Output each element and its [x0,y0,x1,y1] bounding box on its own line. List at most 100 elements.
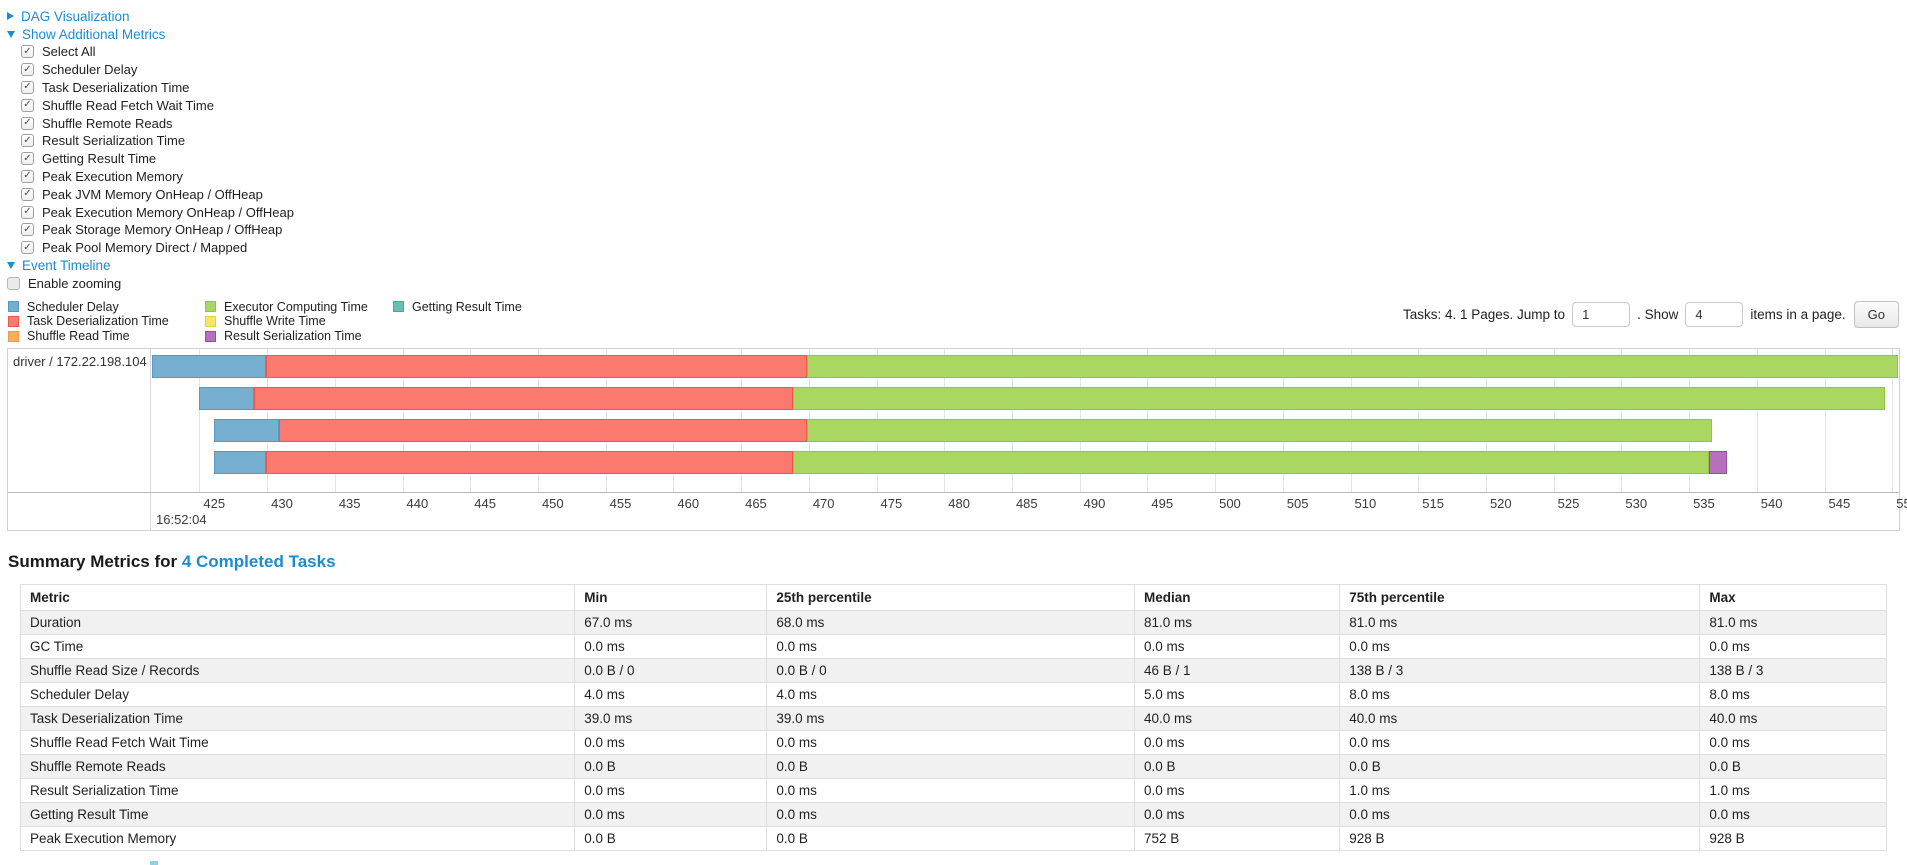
metric-checkbox[interactable]: ✓ [21,45,34,59]
metric-value-cell: 0.0 ms [574,778,768,804]
metric-checkbox-row: ✓ Getting Result Time [21,150,1907,168]
table-header-cell: Max [1699,584,1887,612]
legend-label: Executor Computing Time [224,299,368,314]
task-bar-executor-computing[interactable] [792,451,1710,475]
task-bar-result-serialization[interactable] [1709,451,1727,475]
metric-value-cell: 0.0 ms [1699,802,1887,828]
completed-tasks-link[interactable]: 4 Completed Tasks [181,552,336,572]
metric-checkbox-label: Peak Storage Memory OnHeap / OffHeap [42,222,283,238]
metric-value-cell: 0.0 ms [574,730,768,756]
timeline-tick-label: 445 [474,496,496,512]
timeline-tick-label: 505 [1286,496,1309,512]
metric-checkbox-row: ✓ Peak Pool Memory Direct / Mapped [21,239,1907,257]
shuffle-read-swatch-icon [8,330,19,342]
timeline-tick-label: 525 [1557,496,1580,512]
items-per-page-input[interactable] [1685,301,1744,327]
metric-checkbox[interactable]: ✓ [21,80,34,94]
legend-item: Scheduler Delay [8,300,205,315]
metric-checkbox[interactable]: ✓ [21,152,34,166]
task-bar-scheduler-delay[interactable] [214,419,280,443]
metric-value-cell: 40.0 ms [1133,706,1341,732]
legend-item: Getting Result Time [393,300,522,315]
metric-checkbox-label: Peak Execution Memory [42,168,183,184]
metric-value-cell: 40.0 ms [1339,706,1701,732]
metric-value-cell: 1.0 ms [1339,778,1701,804]
timeline-legend-bar: Scheduler Delay Task Deserialization Time… [8,300,1899,344]
task-bar-task-deserialization[interactable] [253,387,793,411]
timeline-tick-label: 495 [1151,496,1174,512]
metric-checkbox-row: ✓ Result Serialization Time [21,132,1907,150]
metric-value-cell: 0.0 ms [1133,778,1341,804]
metric-name-cell: Shuffle Remote Reads [19,754,576,780]
timeline-tick-label: 470 [812,496,835,512]
metric-value-cell: 0.0 ms [1699,730,1887,756]
timeline-tick-label: 435 [338,496,361,512]
table-row: Duration 67.0 ms 68.0 ms 81.0 ms 81.0 ms 81.0… [19,610,1887,636]
metric-checkbox[interactable]: ✓ [21,241,34,255]
event-timeline-chart[interactable]: 425 430 435 440 445 450 455 460 465 470 475 480 485 4… [7,348,1907,532]
metric-name-cell: Shuffle Read Size / Records [19,658,576,684]
metric-name-cell: Scheduler Delay [19,682,576,708]
task-bar-scheduler-delay[interactable] [152,355,266,379]
go-button[interactable]: Go [1853,300,1899,328]
task-deserialization-swatch-icon [8,315,19,327]
metric-checkbox-row: ✓ Peak Execution Memory [21,168,1907,186]
task-bar-executor-computing[interactable] [807,355,1898,379]
task-bar-task-deserialization[interactable] [265,451,793,475]
timeline-tick-label: 510 [1354,496,1377,512]
table-header-cell: 75th percentile [1339,584,1701,612]
timeline-tick-label: 490 [1083,496,1106,512]
metric-checkbox-row: ✓ Shuffle Remote Reads [21,114,1907,132]
metric-checkbox[interactable]: ✓ [21,116,34,130]
metric-value-cell: 68.0 ms [766,610,1135,636]
table-row: Scheduler Delay 4.0 ms 4.0 ms 5.0 ms 8.0 ms 8… [19,682,1887,708]
metric-value-cell: 4.0 ms [574,682,768,708]
metric-value-cell: 0.0 B [1699,754,1887,780]
dag-visualization-toggle[interactable]: DAG Visualization [7,7,1907,25]
event-timeline-toggle[interactable]: Event Timeline [7,257,1907,275]
enable-zooming-checkbox[interactable] [7,277,20,291]
metric-checkbox[interactable]: ✓ [21,223,34,237]
jump-to-page-input[interactable] [1572,301,1631,327]
metric-checkbox-label: Peak JVM Memory OnHeap / OffHeap [42,186,263,202]
metric-checkbox[interactable]: ✓ [21,134,34,148]
metric-value-cell: 67.0 ms [574,610,768,636]
metric-checkbox-label: Result Serialization Time [42,133,186,149]
metric-value-cell: 4.0 ms [766,682,1135,708]
legend-label: Result Serialization Time [224,329,362,344]
metric-checkbox[interactable]: ✓ [21,205,34,219]
show-additional-metrics-toggle[interactable]: Show Additional Metrics [7,25,1907,43]
result-serialization-swatch-icon [205,330,216,342]
enable-zooming-label: Enable zooming [28,276,122,292]
task-bar-scheduler-delay[interactable] [214,451,266,475]
dag-visualization-label: DAG Visualization [21,8,130,24]
metric-checkbox[interactable]: ✓ [21,187,34,201]
timeline-tick-label: 430 [271,496,293,512]
metric-value-cell: 0.0 ms [1133,802,1341,828]
metric-value-cell: 0.0 ms [766,778,1135,804]
stage-page-controls: DAG Visualization Show Additional Metric… [0,0,1907,293]
metric-value-cell: 81.0 ms [1699,610,1887,636]
task-bar-task-deserialization[interactable] [265,355,808,379]
metric-checkbox-label: Peak Execution Memory OnHeap / OffHeap [42,204,294,220]
metric-checkbox-label: Select All [42,44,96,60]
table-header-cell: Min [574,584,768,612]
task-bar-executor-computing[interactable] [807,419,1713,443]
metric-checkbox[interactable]: ✓ [21,63,34,77]
metric-value-cell: 0.0 B [766,826,1135,852]
pagination-prefix: Tasks: 4. 1 Pages. Jump to [1402,306,1566,322]
task-bar-executor-computing[interactable] [792,387,1886,411]
timeline-gridline [1824,349,1826,493]
timeline-major-time-label: 16:52:04 [156,512,207,528]
metric-value-cell: 0.0 B [1339,754,1701,780]
metric-value-cell: 0.0 ms [574,802,768,828]
task-bar-task-deserialization[interactable] [279,419,808,443]
metric-checkbox[interactable]: ✓ [21,169,34,183]
metric-value-cell: 0.0 ms [766,634,1135,660]
table-header-cell: Metric [19,584,576,612]
timeline-tick-label: 465 [745,496,767,512]
metric-checkbox[interactable]: ✓ [21,98,34,112]
shuffle-write-swatch-icon [205,315,216,327]
timeline-tick-label: 475 [880,496,903,512]
task-bar-scheduler-delay[interactable] [199,387,254,411]
